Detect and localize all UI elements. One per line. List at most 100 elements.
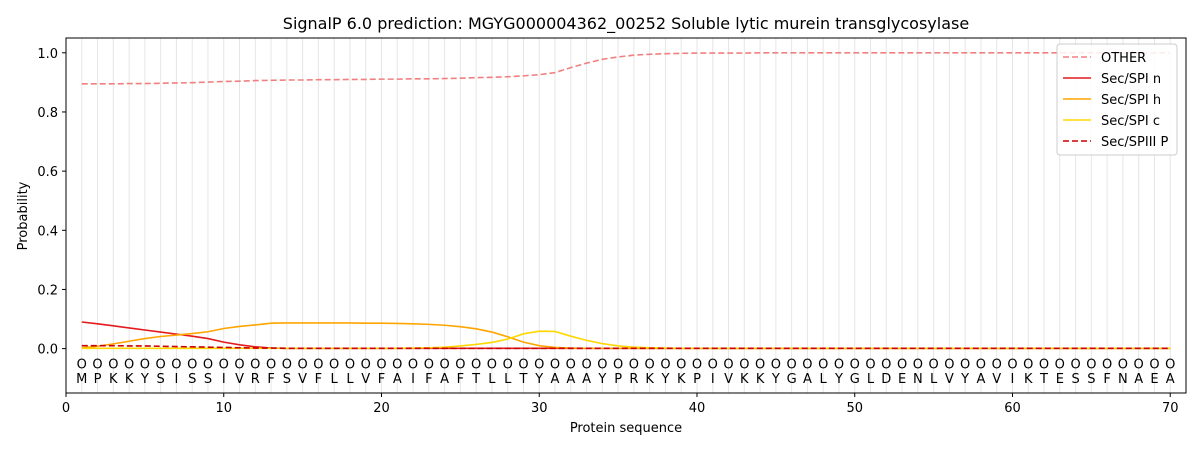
sequence-letter: V [724,372,733,387]
sequence-letter: K [756,372,765,387]
sequence-letter: K [645,372,654,387]
sequence-letter: G [850,372,860,387]
legend-entry: OTHER [1101,51,1146,66]
y-tick-label: 0.0 [37,343,58,358]
region-marker: O [976,357,986,372]
region-marker: O [298,357,308,372]
region-marker: O [140,357,150,372]
region-marker: O [408,357,418,372]
series-lines [81,51,1171,350]
region-marker: O [723,357,733,372]
series-line-sec-spiii-p [81,344,1171,350]
x-tick-label: 50 [846,401,863,416]
sequence-letter: A [803,372,812,387]
region-marker: O [266,357,276,372]
sequence-letter: G [787,372,797,387]
region-marker: O [566,357,576,372]
sequence-letter: Y [771,372,780,387]
region-marker: O [850,357,860,372]
region-marker: O [708,357,718,372]
region-marker: O [802,357,812,372]
sequence-letter: Y [140,372,149,387]
y-tick-label: 0.2 [37,283,58,298]
y-tick-label: 0.4 [37,224,58,239]
grid-lines [81,38,1171,393]
region-marker: O [1134,357,1144,372]
sequence-letter: I [175,372,179,387]
region-marker: O [1086,357,1096,372]
x-tick-label: 70 [1162,401,1179,416]
region-marker: O [219,357,229,372]
sequence-letter: Y [960,372,969,387]
region-marker: O [156,357,166,372]
region-marker: O [171,357,181,372]
sequence-letter: S [1071,372,1079,387]
region-marker: O [944,357,954,372]
region-marker: O [1118,357,1128,372]
region-marker: O [787,357,797,372]
region-marker: O [77,357,87,372]
sequence-letter: V [361,372,370,387]
sequence-letter: P [94,372,102,387]
axes: 0 10 20 30 40 50 60 70 0.0 0.2 0.4 0.6 0.8 1.0 [37,47,1178,416]
region-marker: O [818,357,828,372]
sequence-letter: V [992,372,1001,387]
sequence-letter: F [425,372,432,387]
region-marker: O [881,357,891,372]
sequence-letter: A [440,372,449,387]
sequence-letter: I [1011,372,1015,387]
sequence-letter: F [378,372,385,387]
sequence-letter: A [551,372,560,387]
sequence-letter: S [283,372,291,387]
region-marker: O [376,357,386,372]
region-marker: O [992,357,1002,372]
sequence-letter: V [945,372,954,387]
sequence-letter: T [518,372,527,387]
region-marker: O [1070,357,1080,372]
sequence-letter: L [346,372,354,387]
region-marker: O [282,357,292,372]
sequence-letter: M [76,372,87,387]
region-marker: O [487,357,497,372]
region-marker: O [739,357,749,372]
region-marker: O [234,357,244,372]
series-line-sec-spi-h [81,322,1171,350]
sequence-letter: I [222,372,226,387]
region-marker: O [345,357,355,372]
sequence-letter: F [1103,372,1110,387]
sequence-letter: S [1087,372,1095,387]
sequence-letter: L [867,372,875,387]
region-marker: O [1165,357,1175,372]
region-marker: O [581,357,591,372]
region-marker: O [92,357,102,372]
region-marker: O [1023,357,1033,372]
region-marker: O [913,357,923,372]
sequence-letter: A [976,372,985,387]
x-tick-label: 20 [373,401,390,416]
sequence-letter: K [740,372,749,387]
x-tick-label: 40 [689,401,706,416]
sequence-letter: T [1039,372,1048,387]
region-marker: O [187,357,197,372]
region-marker: O [471,357,481,372]
legend-box [1056,43,1178,156]
sequence-letter: A [582,372,591,387]
sequence-letter: L [930,372,938,387]
plot-frame [65,37,1187,394]
sequence-letter: K [109,372,118,387]
sequence-letter: L [504,372,512,387]
sequence-letter: A [393,372,402,387]
region-marker: O [329,357,339,372]
region-marker: O [503,357,513,372]
legend-entry: Sec/SPI h [1101,93,1161,108]
sequence-letter: F [267,372,274,387]
sequence-letter: S [204,372,212,387]
sequence-letter: Y [597,372,606,387]
x-tick-label: 10 [215,401,232,416]
legend-entry: Sec/SPIII P [1101,135,1169,150]
sequence-letter: T [471,372,480,387]
sequence-letter: R [251,372,260,387]
